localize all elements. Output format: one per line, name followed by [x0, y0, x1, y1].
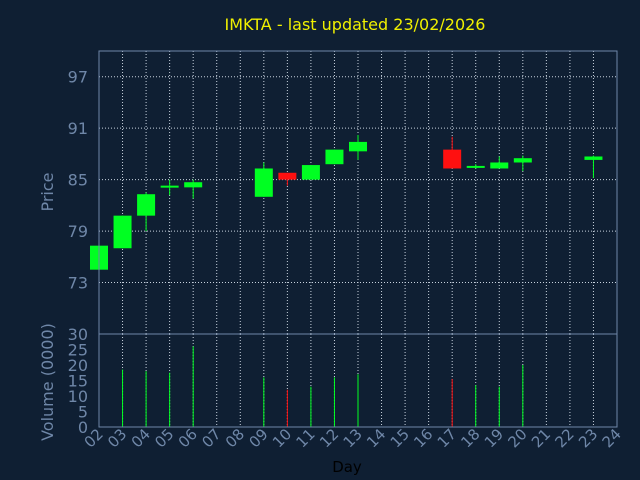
price-tick-label: 97 [68, 68, 88, 87]
candle-body-up [184, 182, 203, 188]
chart-title: IMKTA - last updated 23/02/2026 [225, 15, 486, 34]
price-panel: 73 79 85 91 97 [68, 50, 618, 335]
candle-body-up [160, 185, 179, 188]
price-tick-label: 73 [68, 274, 88, 293]
candle-body-down [443, 149, 462, 169]
candle-body-up [325, 149, 344, 165]
volume-axis-label: Volume (0000) [38, 323, 57, 441]
volume-panel-frame [98, 333, 618, 428]
price-tick-label: 79 [68, 222, 88, 241]
candle-body-up [584, 156, 603, 160]
candle-body-up [254, 168, 273, 197]
volume-tick-label: 30 [68, 325, 88, 344]
candle-body-up [301, 165, 320, 180]
candle-body-down [278, 172, 297, 180]
candle-body-up [513, 158, 532, 163]
price-tick-label: 91 [68, 119, 88, 138]
volume-tick-label: 0 [78, 418, 88, 437]
volume-tick-label: 25 [68, 341, 88, 360]
candle-body-up [349, 141, 367, 152]
candle-body-up [113, 215, 132, 249]
candle-body-up [466, 165, 485, 168]
candle-body-up [490, 162, 509, 169]
volume-tick-label: 10 [68, 387, 88, 406]
x-axis-label: Day [332, 458, 362, 476]
price-axis-label: Price [38, 172, 57, 211]
volume-tick-label: 20 [68, 356, 88, 375]
candle-body-up [137, 194, 156, 216]
price-tick-label: 85 [68, 171, 88, 190]
volume-tick-label: 5 [78, 403, 88, 422]
volume-tick-label: 15 [68, 372, 88, 391]
